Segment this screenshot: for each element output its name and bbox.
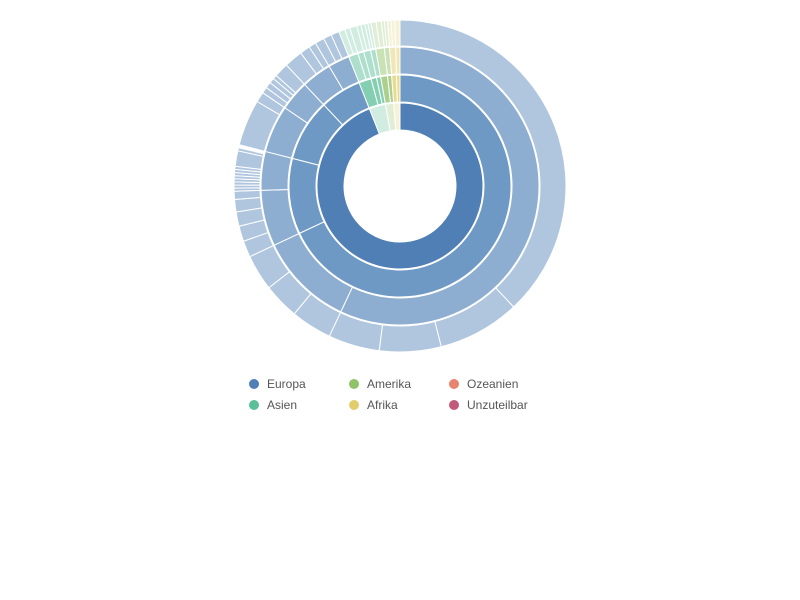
sunburst-arcs: [233, 19, 567, 353]
legend-item-asien[interactable]: Asien: [249, 397, 349, 413]
legend-label-afrika: Afrika: [367, 398, 398, 412]
legend-swatch-asien: [249, 400, 259, 410]
legend-item-ozeanien[interactable]: Ozeanien: [449, 376, 549, 392]
sunburst-arc-europa-level3-5[interactable]: [378, 321, 442, 353]
legend-item-europa[interactable]: Europa: [249, 376, 349, 392]
sunburst-arc-europa-level2-2[interactable]: [340, 46, 540, 326]
sunburst-arc-afrika-level1-77[interactable]: [396, 74, 401, 103]
legend-swatch-ozeanien: [449, 379, 459, 389]
legend-label-europa: Europa: [267, 377, 306, 391]
legend-label-amerika: Amerika: [367, 377, 412, 391]
sunburst-arc-europa-level3-28[interactable]: [237, 147, 265, 157]
legend-item-amerika[interactable]: Amerika: [349, 376, 449, 392]
sunburst-arc-afrika-level2-78[interactable]: [395, 46, 401, 75]
legend-swatch-afrika: [349, 400, 359, 410]
sunburst-arc-europa-level1-1[interactable]: [299, 74, 512, 298]
sunburst-arc-europa-level3-17[interactable]: [233, 189, 261, 201]
legend-item-afrika[interactable]: Afrika: [349, 397, 449, 413]
legend-label-unzuteilbar: Unzuteilbar: [467, 398, 528, 412]
legend-label-ozeanien: Ozeanien: [467, 377, 519, 391]
sunburst-arc-europa-level0-0[interactable]: [316, 102, 484, 270]
legend-swatch-unzuteilbar: [449, 400, 459, 410]
legend-swatch-europa: [249, 379, 259, 389]
legend-item-unzuteilbar[interactable]: Unzuteilbar: [449, 397, 549, 413]
sunburst-arc-afrika-level0-72[interactable]: [393, 102, 401, 131]
legend: Europa Amerika Ozeanien Asien Afrika Unz…: [249, 376, 579, 413]
sunburst-arc-afrika-level3-79[interactable]: [394, 19, 401, 47]
legend-swatch-amerika: [349, 379, 359, 389]
legend-label-asien: Asien: [267, 398, 298, 412]
